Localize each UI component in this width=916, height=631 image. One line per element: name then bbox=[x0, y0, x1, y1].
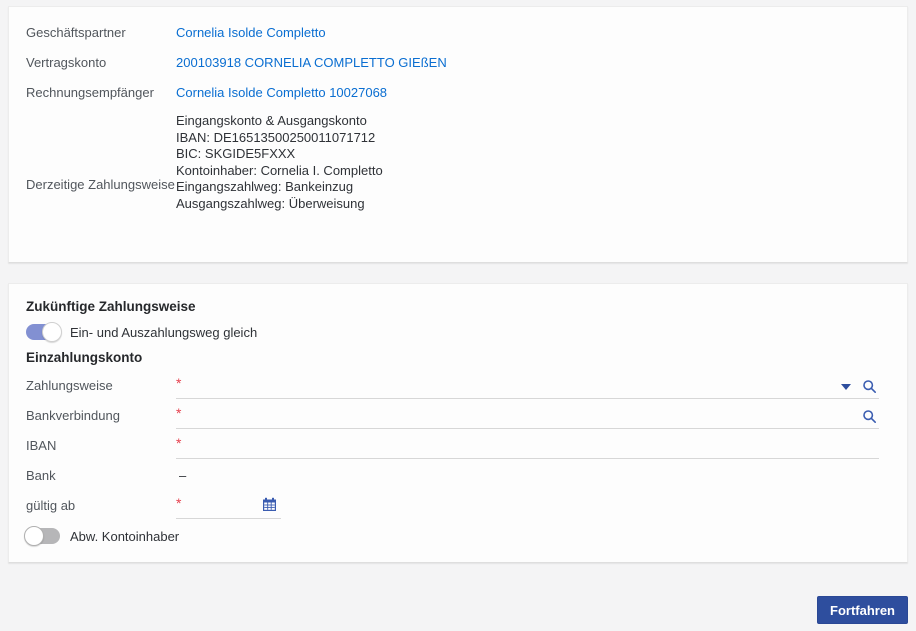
business-partner-label: Geschäftspartner bbox=[26, 24, 126, 40]
value-help-search-icon[interactable] bbox=[862, 379, 877, 394]
same-way-toggle-label: Ein- und Auszahlungsweg gleich bbox=[70, 324, 258, 340]
invoice-recipient-row: Rechnungsempfänger Cornelia Isolde Compl… bbox=[26, 77, 887, 107]
same-way-toggle[interactable] bbox=[26, 322, 62, 342]
deposit-account-subtitle: Einzahlungskonto bbox=[26, 350, 143, 365]
valid-from-row: gültig ab * bbox=[26, 490, 887, 520]
future-payment-title: Zukünftige Zahlungsweise bbox=[26, 299, 196, 314]
toggle-knob bbox=[42, 322, 62, 342]
payment-method-input[interactable] bbox=[176, 373, 879, 396]
footer-bar: Fortfahren bbox=[0, 588, 916, 631]
contract-account-link[interactable]: 200103918 CORNELIA COMPLETTO GIEßEN bbox=[176, 54, 447, 70]
future-payment-card: Zukünftige Zahlungsweise Ein- und Auszah… bbox=[8, 283, 908, 563]
valid-from-input-wrap: * bbox=[176, 492, 366, 519]
chevron-down-icon[interactable] bbox=[841, 383, 851, 390]
invoice-recipient-link[interactable]: Cornelia Isolde Completto 10027068 bbox=[176, 84, 388, 100]
required-marker: * bbox=[176, 404, 182, 421]
required-marker: * bbox=[176, 494, 182, 511]
required-marker: * bbox=[176, 434, 182, 451]
iban-row: IBAN * bbox=[26, 430, 887, 460]
invoice-recipient-label: Rechnungsempfänger bbox=[26, 84, 154, 100]
contract-account-label: Vertragskonto bbox=[26, 54, 107, 70]
payment-method-label: Zahlungsweise bbox=[26, 377, 113, 393]
alt-holder-toggle-row: Abw. Kontoinhaber bbox=[24, 520, 887, 552]
payment-method-input-wrap: * bbox=[176, 372, 879, 399]
iban-input-wrap: * bbox=[176, 432, 879, 459]
current-payment-card: Geschäftspartner Cornelia Isolde Complet… bbox=[8, 6, 908, 263]
business-partner-link[interactable]: Cornelia Isolde Completto bbox=[176, 24, 326, 40]
value-help-search-icon[interactable] bbox=[862, 409, 877, 424]
bank-details-row: Bankverbindung * bbox=[26, 400, 887, 430]
alt-holder-toggle[interactable] bbox=[24, 526, 60, 546]
current-payment-method-label: Derzeitige Zahlungsweise bbox=[26, 177, 175, 192]
calendar-icon[interactable] bbox=[262, 497, 277, 512]
iban-label: IBAN bbox=[26, 437, 57, 453]
same-way-toggle-row: Ein- und Auszahlungsweg gleich bbox=[26, 318, 887, 346]
payment-method-row: Zahlungsweise * bbox=[26, 370, 887, 400]
contract-account-row: Vertragskonto 200103918 CORNELIA COMPLET… bbox=[26, 47, 887, 77]
current-payment-method-row: Derzeitige Zahlungsweise Eingangskonto &… bbox=[26, 113, 887, 212]
bank-details-input-wrap: * bbox=[176, 402, 879, 429]
bank-details-input[interactable] bbox=[176, 403, 879, 426]
valid-from-label: gültig ab bbox=[26, 497, 76, 513]
bank-value: – bbox=[179, 467, 187, 483]
iban-input[interactable] bbox=[176, 433, 879, 456]
bank-row: Bank – bbox=[26, 460, 887, 490]
toggle-knob bbox=[24, 526, 44, 546]
bank-label: Bank bbox=[26, 467, 56, 483]
business-partner-row: Geschäftspartner Cornelia Isolde Complet… bbox=[26, 17, 887, 47]
alt-holder-toggle-label: Abw. Kontoinhaber bbox=[70, 528, 180, 544]
required-marker: * bbox=[176, 374, 182, 391]
continue-button[interactable]: Fortfahren bbox=[817, 596, 908, 624]
current-payment-method-details: Eingangskonto & Ausgangskonto IBAN: DE16… bbox=[176, 113, 383, 211]
bank-details-label: Bankverbindung bbox=[26, 407, 120, 423]
